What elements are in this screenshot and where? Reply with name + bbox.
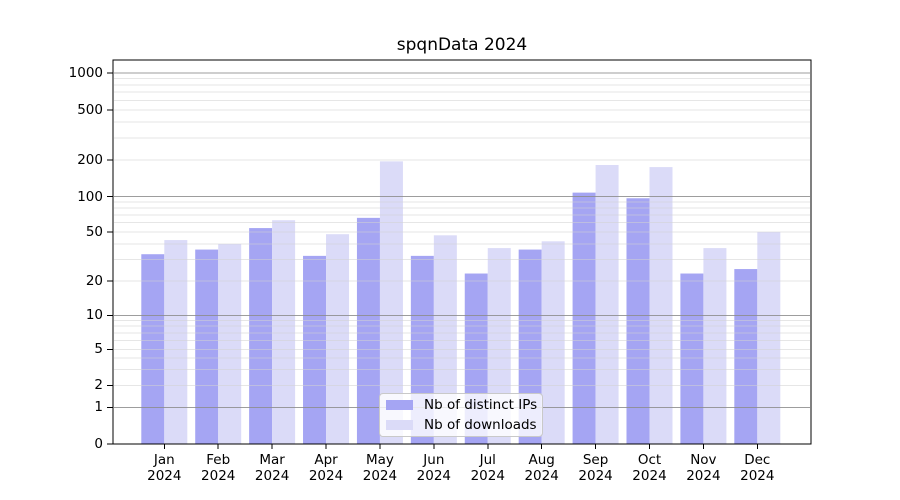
y-tick-label: 5 — [94, 341, 103, 358]
x-tick-label: Jun 2024 — [416, 452, 452, 484]
y-tick-label: 100 — [77, 188, 103, 205]
y-tick-label: 500 — [77, 102, 103, 118]
x-tick-label: Jul 2024 — [470, 452, 505, 484]
y-tick-label: 2 — [94, 377, 103, 394]
y-tick-label: 1000 — [68, 65, 103, 81]
y-tick-label: 0 — [94, 436, 103, 452]
x-tick-label: Dec 2024 — [740, 452, 775, 484]
x-tick-label: Jan 2024 — [147, 452, 182, 484]
x-tick-label: May 2024 — [362, 452, 398, 484]
x-tick-label: Oct 2024 — [632, 452, 667, 484]
x-tick-label: Apr 2024 — [308, 452, 344, 484]
legend: Nb of distinct IPs Nb of downloads — [379, 393, 543, 437]
x-tick-label: Aug 2024 — [524, 452, 559, 484]
legend-label-distinct-ips: Nb of distinct IPs — [424, 397, 538, 414]
y-tick-label: 10 — [85, 307, 103, 324]
x-tick-label: Feb 2024 — [201, 452, 236, 484]
legend-item-distinct-ips: Nb of distinct IPs — [386, 397, 538, 414]
y-tick-label: 20 — [85, 273, 103, 289]
legend-item-downloads: Nb of downloads — [386, 416, 537, 434]
x-tick-label: Mar 2024 — [254, 452, 290, 484]
y-tick-label: 50 — [85, 224, 103, 240]
y-tick-label: 200 — [77, 152, 103, 168]
legend-label-downloads: Nb of downloads — [424, 416, 537, 433]
x-tick-label: Nov 2024 — [686, 452, 721, 484]
legend-swatch-distinct-ips — [386, 400, 413, 411]
legend-swatch-downloads — [386, 419, 413, 430]
y-tick-label: 1 — [94, 399, 103, 416]
x-tick-label: Sep 2024 — [578, 452, 613, 484]
chart-title: spqnData 2024 — [396, 35, 528, 55]
